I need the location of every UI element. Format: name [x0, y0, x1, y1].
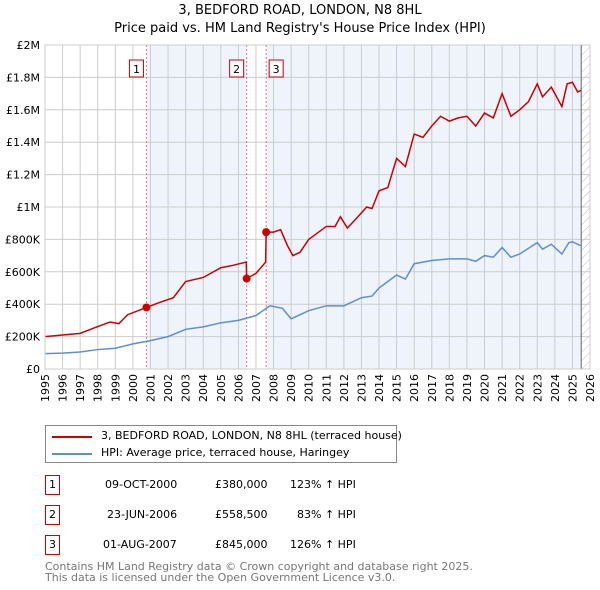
x-tick-label: 2011	[320, 374, 333, 402]
transaction-price: £558,500	[215, 508, 268, 521]
transaction-number: 1	[45, 475, 60, 495]
x-tick-label: 2010	[303, 374, 316, 402]
x-tick-label: 2020	[479, 374, 492, 402]
x-tick-label: 2007	[250, 374, 263, 402]
chart-subtitle: Price paid vs. HM Land Registry's House …	[114, 21, 486, 36]
x-tick-label: 1999	[109, 374, 122, 402]
transaction-hpi: 123% ↑ HPI	[290, 478, 356, 491]
x-tick-label: 2001	[144, 374, 157, 402]
x-tick-label: 2012	[338, 374, 351, 402]
plot-border	[44, 44, 591, 370]
y-tick-label: £1.2M	[6, 169, 40, 182]
sale-point	[242, 274, 251, 283]
x-tick-label: 2004	[197, 374, 210, 402]
legend-swatch-blue	[52, 453, 92, 455]
y-tick-label: £0	[26, 363, 40, 376]
sale-label: 1	[133, 63, 140, 76]
y-tick-label: £1.6M	[6, 104, 40, 117]
x-tick-label: 2003	[180, 374, 193, 402]
footer-copyright: Contains HM Land Registry data © Crown c…	[45, 560, 473, 573]
sale-point	[262, 228, 271, 237]
transaction-price: £845,000	[215, 538, 268, 551]
legend-label: 3, BEDFORD ROAD, LONDON, N8 8HL (terrace…	[101, 429, 402, 442]
x-tick-label: 1997	[74, 374, 87, 402]
hpi-line	[44, 241, 582, 355]
price-chart: 1995 1996 1997 1998 1999 2000 2001 2002 2003 2004…	[5, 39, 597, 402]
legend-label: HPI: Average price, terraced house, Hari…	[101, 446, 350, 459]
y-tick-label: £1M	[17, 201, 41, 214]
transaction-number: 2	[45, 505, 60, 525]
transaction-hpi: 126% ↑ HPI	[290, 538, 356, 551]
y-tick-label: £2M	[17, 39, 41, 52]
y-tick-label: £200K	[5, 331, 41, 344]
y-tick-label: £400K	[5, 298, 41, 311]
sale-label: 3	[273, 63, 280, 76]
transaction-number: 3	[45, 535, 60, 555]
x-tick-label: 2025	[566, 374, 579, 402]
sale-label: 2	[233, 63, 240, 76]
legend-swatch-red	[52, 436, 92, 438]
legend: 3, BEDFORD ROAD, LONDON, N8 8HL (terrace…	[45, 425, 402, 463]
transaction-date: 23-JUN-2006	[107, 508, 178, 521]
transaction-hpi: 83% ↑ HPI	[297, 508, 356, 521]
footer-licence: This data is licensed under the Open Gov…	[45, 571, 396, 584]
x-tick-label: 2008	[268, 374, 281, 402]
property-line	[44, 81, 582, 338]
x-tick-label: 2022	[514, 374, 527, 402]
x-tick-label: 2005	[215, 374, 228, 402]
x-tick-label: 2021	[496, 374, 509, 402]
x-tick-label: 2014	[373, 374, 386, 402]
y-tick-label: £1.4M	[6, 136, 40, 149]
transaction-price: £380,000	[215, 478, 268, 491]
x-tick-label: 2016	[408, 374, 421, 402]
x-tick-label: 2019	[461, 374, 474, 402]
x-tick-label: 2024	[549, 374, 562, 402]
x-tick-label: 2023	[531, 374, 544, 402]
sale-label-box	[229, 59, 245, 78]
sale-label-box	[128, 59, 144, 78]
x-tick-label: 1996	[57, 374, 70, 402]
sale-point	[142, 303, 151, 312]
y-tick-label: £600K	[5, 266, 41, 279]
transaction-date: 09-OCT-2000	[105, 478, 178, 491]
x-tick-label: 2015	[391, 374, 404, 402]
x-tick-label: 2013	[355, 374, 368, 402]
x-tick-label: 2009	[285, 374, 298, 402]
y-tick-label: £1.8M	[6, 71, 40, 84]
x-tick-label: 2017	[426, 374, 439, 402]
x-tick-label: 2018	[443, 374, 456, 402]
chart-title: 3, BEDFORD ROAD, LONDON, N8 8HL	[178, 3, 422, 18]
y-tick-label: £800K	[5, 233, 41, 246]
x-tick-label: 2002	[162, 374, 175, 402]
transaction-date: 01-AUG-2007	[103, 538, 177, 551]
sale-label-box	[268, 59, 284, 78]
x-tick-label: 1998	[92, 374, 105, 402]
x-tick-label: 1995	[39, 374, 52, 402]
x-tick-label: 2026	[584, 374, 597, 402]
x-tick-label: 2006	[232, 374, 245, 402]
x-tick-label: 2000	[127, 374, 140, 402]
